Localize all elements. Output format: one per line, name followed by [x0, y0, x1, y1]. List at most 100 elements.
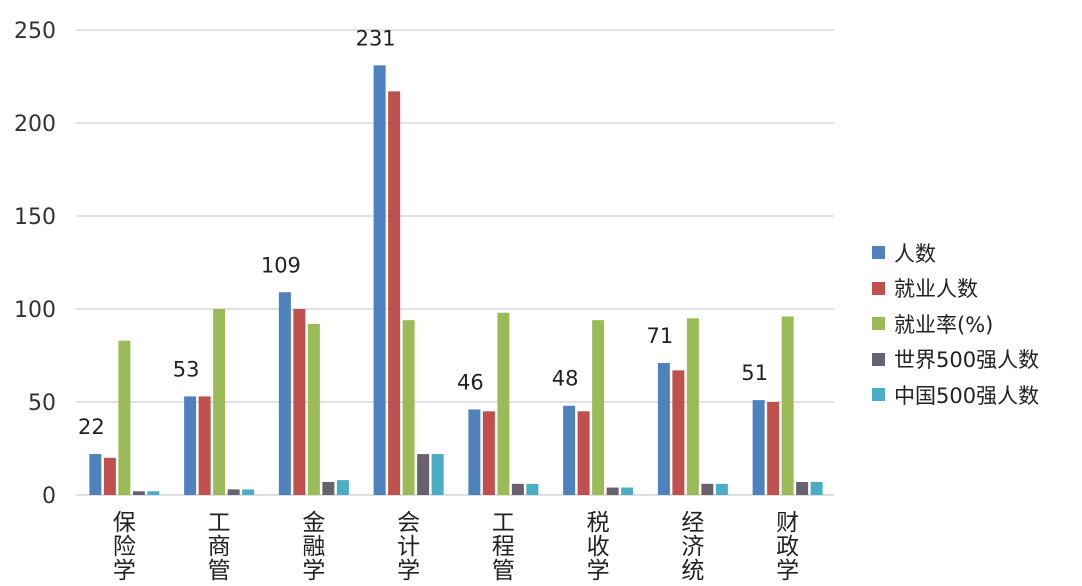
legend-item-jiuye-renshu: 就业人数	[872, 271, 1039, 307]
bar	[752, 400, 765, 495]
y-tick-label: 50	[28, 391, 56, 416]
data-label: 46	[457, 370, 484, 394]
x-category-char: 商	[208, 534, 231, 560]
bar	[373, 65, 386, 495]
legend-swatch	[872, 388, 885, 402]
x-category-label: 经济统	[681, 510, 704, 584]
bar	[482, 411, 495, 495]
x-category-char: 济	[681, 534, 704, 560]
bar	[563, 405, 576, 495]
x-category-label: 保险学	[113, 510, 136, 584]
bar	[431, 454, 444, 495]
data-label: 231	[356, 26, 396, 50]
data-label: 48	[552, 367, 579, 391]
x-category-char: 金	[302, 510, 325, 536]
x-category-char: 计	[397, 534, 420, 560]
legend-label: 就业率(%)	[894, 312, 994, 337]
x-category-char: 收	[587, 534, 610, 560]
bar	[715, 483, 728, 495]
bar	[278, 292, 291, 495]
x-category-char: 管	[492, 558, 515, 584]
bar	[810, 481, 823, 495]
x-category-char: 险	[113, 534, 136, 560]
bar	[701, 483, 714, 495]
legend-swatch	[872, 246, 885, 260]
bar	[577, 411, 590, 495]
bar	[103, 457, 116, 495]
bar	[657, 362, 670, 495]
x-category-label: 会计学	[397, 510, 420, 584]
bar	[336, 480, 349, 495]
legend-label: 世界500强人数	[894, 348, 1040, 373]
bar	[322, 481, 335, 495]
bar	[198, 396, 211, 495]
bar	[526, 483, 539, 495]
bar	[468, 409, 481, 495]
legend-label: 中国500强人数	[894, 383, 1040, 408]
x-category-char: 学	[776, 558, 799, 584]
bar	[132, 491, 145, 495]
x-category-char: 融	[302, 534, 325, 560]
bars	[89, 65, 823, 495]
gridlines	[76, 29, 834, 403]
bar	[592, 320, 605, 495]
legend-item-world-500: 世界500强人数	[872, 342, 1039, 378]
bar	[497, 312, 510, 495]
x-category-label: 金融学	[302, 510, 325, 584]
bar	[511, 483, 524, 495]
x-category-char: 程	[492, 534, 515, 560]
data-label: 109	[261, 253, 301, 277]
legend-item-renshu: 人数	[872, 235, 1039, 271]
y-tick-label: 150	[14, 205, 56, 230]
legend-label: 就业人数	[894, 277, 978, 302]
x-category-char: 工	[208, 510, 231, 536]
bar	[213, 309, 226, 495]
x-category-char: 财	[776, 510, 799, 536]
x-category-char: 学	[397, 558, 420, 584]
x-category-char: 税	[587, 510, 610, 536]
legend-swatch	[872, 352, 885, 366]
x-category-char: 经	[681, 510, 704, 536]
legend: 人数 就业人数 就业率(%) 世界500强人数 中国500强人数	[872, 235, 1039, 413]
y-tick-label: 0	[42, 484, 56, 509]
legend-item-jiuye-lv: 就业率(%)	[872, 306, 1039, 342]
bar	[606, 487, 619, 495]
x-category-label: 财政学	[776, 510, 799, 584]
bar	[621, 487, 634, 495]
bar	[686, 318, 699, 495]
bar	[242, 489, 255, 495]
bar	[672, 370, 685, 495]
data-label: 71	[647, 324, 674, 348]
data-label: 22	[78, 415, 105, 439]
bar	[89, 454, 102, 495]
bar	[767, 402, 780, 495]
data-labels: 22 53 109 231 46 48 71 51	[78, 26, 768, 439]
bar	[417, 454, 430, 495]
x-category-char: 政	[776, 534, 799, 560]
x-category-char: 学	[113, 558, 136, 584]
bar	[796, 481, 809, 495]
bar	[227, 489, 240, 495]
y-axis-ticks: 0 50 100 150 200 250	[14, 19, 56, 509]
bar	[388, 91, 401, 495]
x-category-char: 工	[492, 510, 515, 536]
legend-item-china-500: 中国500强人数	[872, 377, 1039, 413]
legend-swatch	[872, 317, 885, 331]
bar	[293, 309, 306, 495]
x-category-char: 统	[681, 558, 704, 584]
x-category-char: 保	[113, 510, 136, 536]
y-tick-label: 200	[14, 112, 56, 137]
data-label: 51	[741, 361, 768, 385]
x-category-char: 管	[208, 558, 231, 584]
legend-swatch	[872, 281, 885, 295]
y-tick-label: 100	[14, 298, 56, 323]
x-category-char: 会	[397, 510, 420, 536]
bar	[402, 320, 415, 495]
bar	[147, 491, 160, 495]
legend-label: 人数	[894, 241, 936, 266]
x-category-label: 工程管	[492, 510, 515, 584]
x-category-char: 学	[587, 558, 610, 584]
x-category-label: 税收学	[587, 510, 610, 584]
